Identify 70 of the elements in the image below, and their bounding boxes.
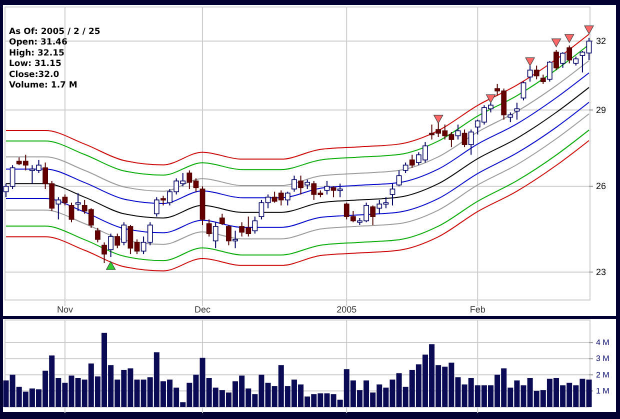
point bbox=[564, 34, 574, 43]
candlestick bbox=[462, 129, 468, 148]
candlestick bbox=[396, 170, 402, 187]
candlestick bbox=[390, 183, 396, 206]
annotation: Low: 31.15 bbox=[9, 59, 62, 70]
y-tick-label: 3 M bbox=[596, 354, 610, 364]
candlestick bbox=[324, 180, 330, 195]
annotation: Open: 31.46 bbox=[9, 38, 68, 48]
y-tick-label: 32 bbox=[596, 36, 606, 46]
annotation: Close:32.0 bbox=[9, 70, 60, 80]
candlestick bbox=[114, 233, 120, 249]
candlestick bbox=[212, 222, 218, 249]
candlestick bbox=[560, 52, 566, 68]
candlestick bbox=[206, 218, 212, 238]
candlestick bbox=[337, 183, 343, 198]
y-tick-label: 2 M bbox=[596, 370, 610, 380]
candlestick bbox=[554, 49, 559, 71]
y-tick-label: 23 bbox=[596, 266, 606, 277]
candlestick bbox=[514, 102, 520, 120]
line-series bbox=[6, 60, 590, 192]
candlestick bbox=[226, 224, 232, 246]
x-tick-label: Feb bbox=[470, 304, 486, 314]
candlestick bbox=[62, 194, 68, 206]
point bbox=[551, 38, 562, 48]
candlestick bbox=[160, 195, 166, 206]
x-tick-label: Dec bbox=[194, 304, 212, 314]
candlestick bbox=[455, 124, 461, 140]
candlestick bbox=[527, 65, 533, 82]
y-tick-label: 4 M bbox=[596, 338, 610, 348]
candlestick bbox=[232, 230, 238, 249]
candlestick bbox=[298, 175, 304, 195]
candlestick bbox=[252, 216, 258, 234]
candlestick bbox=[219, 213, 225, 226]
candlestick bbox=[566, 45, 572, 64]
candlestick bbox=[520, 81, 526, 101]
candlestick bbox=[284, 191, 290, 206]
candlestick bbox=[402, 162, 408, 174]
candlestick bbox=[508, 112, 514, 123]
point bbox=[584, 25, 594, 34]
candlestick bbox=[56, 196, 62, 220]
candlestick bbox=[468, 129, 474, 156]
candlestick bbox=[534, 65, 540, 80]
x-tick-label: 2005 bbox=[336, 304, 357, 314]
y-tick-label: 1 M bbox=[596, 386, 610, 396]
annotation: Volume: 1.7 M bbox=[9, 80, 78, 90]
point bbox=[106, 261, 116, 270]
candlestick bbox=[547, 60, 552, 82]
candlestick bbox=[540, 74, 546, 84]
candlestick bbox=[108, 233, 114, 258]
candlestick bbox=[95, 227, 100, 243]
candlestick bbox=[121, 222, 127, 246]
point bbox=[486, 94, 496, 104]
y-tick-label: 26 bbox=[596, 181, 606, 192]
annotation: High: 32.15 bbox=[9, 48, 64, 58]
candlestick bbox=[68, 202, 74, 223]
line-series bbox=[6, 113, 590, 245]
candlestick bbox=[292, 175, 297, 192]
x-tick-label: Nov bbox=[56, 304, 74, 314]
candlestick bbox=[304, 179, 310, 190]
candlestick bbox=[370, 204, 376, 226]
candlestick bbox=[330, 186, 336, 198]
line-series bbox=[6, 86, 590, 218]
annotation: As Of: 2005 / 2 / 25 bbox=[9, 27, 100, 37]
candlestick bbox=[409, 154, 415, 168]
candlestick bbox=[102, 242, 107, 264]
point bbox=[525, 57, 535, 66]
line-series bbox=[6, 72, 590, 204]
y-tick-label: 29 bbox=[596, 104, 606, 115]
point bbox=[434, 114, 444, 124]
candlestick bbox=[154, 196, 160, 218]
